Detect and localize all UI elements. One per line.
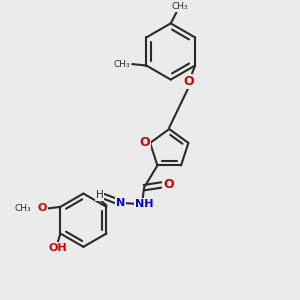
Text: NH: NH [135,199,153,209]
Text: CH₃: CH₃ [171,2,188,11]
Text: O: O [184,75,194,88]
Text: CH₃: CH₃ [113,60,130,69]
Text: O: O [163,178,174,191]
Text: CH₃: CH₃ [14,204,31,213]
Text: H: H [96,190,104,200]
Text: O: O [38,203,47,213]
Text: O: O [140,136,150,149]
Text: N: N [116,198,125,208]
Text: OH: OH [48,243,67,253]
